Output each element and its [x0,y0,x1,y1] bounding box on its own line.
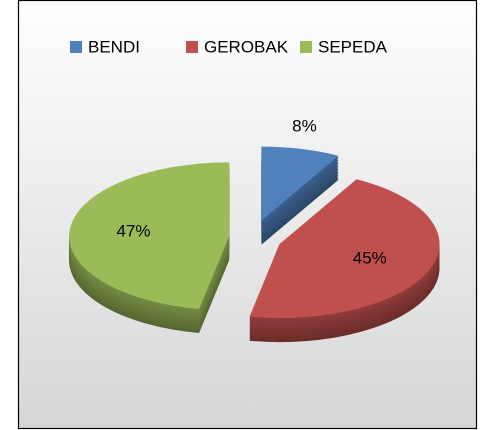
legend-label: BENDI [88,37,140,56]
slice [69,162,230,309]
legend-swatch [70,41,82,53]
legend: BENDI GEROBAK SEPEDA [70,37,388,56]
legend-label: GEROBAK [204,37,289,56]
data-label: 47% [117,222,151,241]
slice [261,146,339,221]
data-label: 8% [292,117,317,136]
data-labels: 8% 45% 47% [117,117,387,268]
slice [249,179,440,319]
pie-tops [69,146,440,319]
legend-swatch [300,41,312,53]
data-label: 45% [353,249,387,268]
legend-label: SEPEDA [318,37,388,56]
legend-swatch [186,41,198,53]
